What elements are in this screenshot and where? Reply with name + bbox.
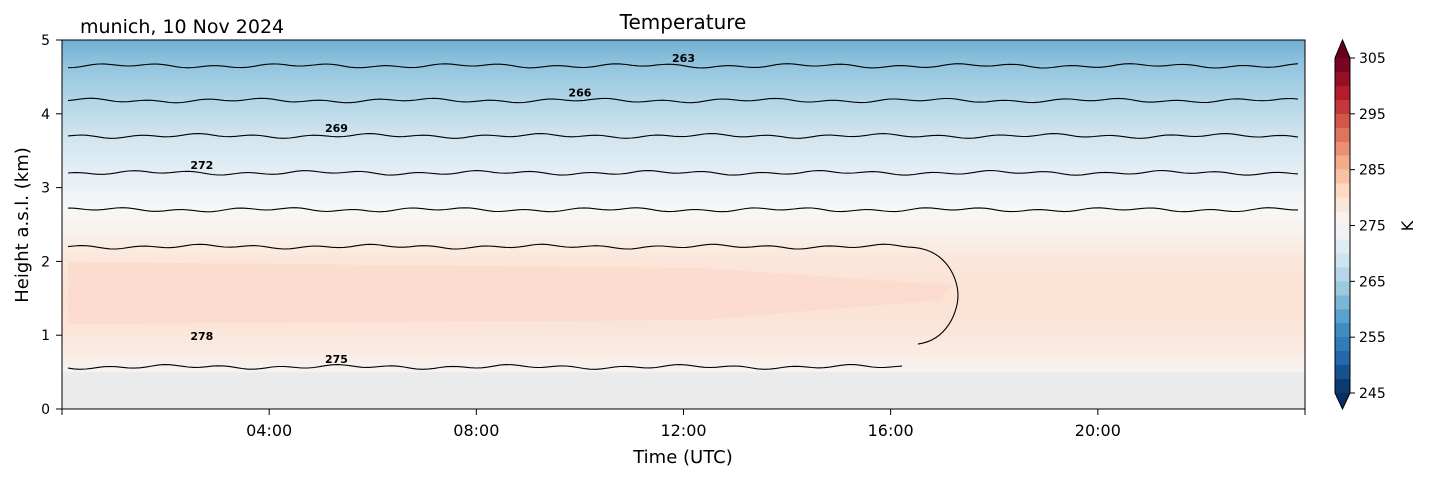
- colorbar-label: K: [1398, 220, 1417, 231]
- contour-272: [67, 169, 1299, 176]
- contour-label-266: 266: [568, 87, 591, 100]
- contour-275: [67, 207, 1298, 213]
- colorbar-tick-label: 275: [1359, 219, 1386, 235]
- x-axis: 04:00 08:00 12:00 16:00 20:00: [61, 409, 1306, 440]
- colorbar-tick-label: 245: [1359, 386, 1386, 402]
- y-tick-label: 5: [41, 33, 50, 49]
- colorbar: 245 255 265 275 285 295 305 K: [1334, 38, 1417, 411]
- chart-subtitle: munich, 10 Nov 2024: [80, 16, 284, 38]
- contour-label-272: 272: [190, 159, 213, 172]
- contour-labels: 263 266 269 272 278 275: [190, 52, 695, 366]
- plot-area: 263 266 269 272 278 275: [62, 40, 1305, 409]
- colorbar-tick-label: 295: [1359, 107, 1386, 123]
- y-tick-label: 2: [41, 254, 50, 270]
- y-tick-label: 3: [41, 181, 50, 197]
- contour-263: [67, 63, 1299, 69]
- contour-label-269: 269: [325, 122, 348, 135]
- contour-label-275: 275: [325, 353, 348, 366]
- x-tick-label: 20:00: [1075, 421, 1121, 440]
- y-tick-label: 0: [41, 402, 50, 418]
- colorbar-tick-label: 255: [1359, 330, 1386, 346]
- contour-269: [67, 133, 1299, 139]
- x-axis-label: Time (UTC): [632, 447, 733, 468]
- contour-275: [67, 364, 903, 370]
- contour-label-278: 278: [190, 330, 213, 343]
- no-data-region: [62, 372, 1305, 409]
- y-tick-label: 4: [41, 107, 50, 123]
- x-tick-label: 04:00: [246, 421, 292, 440]
- contour-label-263: 263: [672, 52, 695, 65]
- contour-266: [67, 97, 1299, 104]
- colorbar-tick-label: 285: [1359, 163, 1386, 179]
- y-tick-label: 1: [41, 328, 50, 344]
- colorbar-tick-label: 305: [1359, 51, 1386, 67]
- colorbar-bottom-extension: [1335, 393, 1350, 409]
- colorbar-ticks: 245 255 265 275 285 295 305: [1350, 51, 1386, 402]
- colorbar-top-extension: [1335, 40, 1350, 58]
- colorbar-body: [1335, 58, 1350, 393]
- warm-core-region: [68, 262, 952, 324]
- colorbar-tick-label: 265: [1359, 274, 1386, 290]
- temperature-field: [62, 40, 1305, 409]
- x-tick-label: 12:00: [660, 421, 706, 440]
- contour-278: [67, 243, 959, 345]
- chart-title: Temperature: [619, 10, 747, 34]
- y-axis-label: Height a.s.l. (km): [12, 147, 33, 303]
- contour-lines: [67, 63, 1299, 370]
- x-tick-label: 16:00: [868, 421, 914, 440]
- y-axis: 0 1 2 3 4 5: [41, 33, 62, 418]
- x-tick-label: 08:00: [453, 421, 499, 440]
